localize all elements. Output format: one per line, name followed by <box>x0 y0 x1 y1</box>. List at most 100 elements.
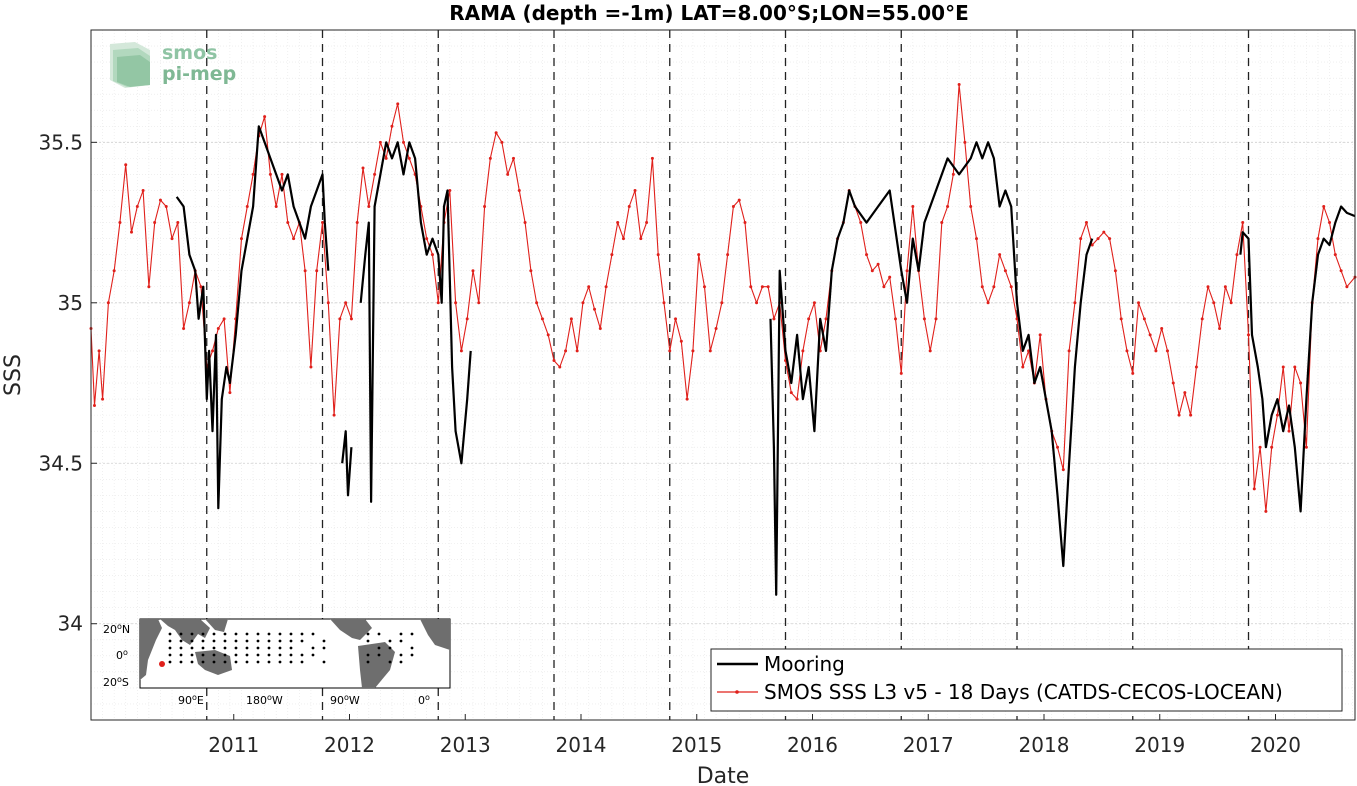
smos-point <box>1090 243 1094 247</box>
smos-point <box>1189 413 1193 417</box>
x-tick-label: 2013 <box>440 733 491 757</box>
smos-point <box>1154 349 1158 353</box>
smos-point <box>1142 317 1146 321</box>
smos-point <box>1287 429 1291 433</box>
smos-point <box>610 253 614 257</box>
mooring-dot <box>190 653 194 657</box>
map-west-africa <box>420 619 450 650</box>
mooring-dot <box>179 646 183 650</box>
smos-point <box>92 403 96 407</box>
mooring-dot <box>212 639 216 643</box>
smos-point <box>483 205 487 209</box>
mooring-line <box>359 141 472 503</box>
mooring-line <box>769 141 1094 596</box>
lat-label-0: 0o <box>116 648 128 662</box>
mooring-dot <box>168 653 172 657</box>
mooring-dot <box>223 632 227 636</box>
mooring-dot <box>300 660 304 664</box>
mooring-dot <box>267 632 271 636</box>
x-tick-label: 2018 <box>1019 733 1070 757</box>
smos-point <box>969 205 973 209</box>
smos-point <box>714 326 718 330</box>
smos-point <box>928 349 932 353</box>
smos-point <box>963 140 967 144</box>
smos-point <box>645 221 649 225</box>
smos-point <box>1061 468 1065 472</box>
smos-pimep-logo: smos pi-mep <box>110 42 236 88</box>
mooring-array-dots <box>168 632 414 664</box>
series-mooring <box>175 125 1356 596</box>
smos-point <box>228 391 232 395</box>
x-tick-label: 2016 <box>787 733 838 757</box>
smos-point <box>1258 445 1262 449</box>
smos-point <box>639 237 643 241</box>
smos-point <box>384 156 388 160</box>
smos-point <box>1333 253 1337 257</box>
mooring-dot <box>223 646 227 650</box>
smos-point <box>957 83 961 87</box>
smos-point <box>905 269 909 273</box>
mooring-dot <box>245 639 249 643</box>
smos-point <box>708 349 712 353</box>
smos-point <box>216 326 220 330</box>
smos-point <box>517 188 521 192</box>
smos-point <box>656 253 660 257</box>
mooring-dot <box>190 646 194 650</box>
mooring-dot <box>278 639 282 643</box>
chart-title: RAMA (depth =-1m) LAT=8.00°S;LON=55.00°E <box>449 1 969 25</box>
smos-point <box>795 397 799 401</box>
smos-point <box>998 253 1002 257</box>
mooring-dot <box>245 653 249 657</box>
smos-point <box>755 301 759 305</box>
smos-point <box>940 221 944 225</box>
smos-point <box>621 237 625 241</box>
mooring-dot <box>168 646 172 650</box>
mooring-dot <box>223 639 227 643</box>
smos-point <box>112 269 116 273</box>
mooring-dot <box>190 632 194 636</box>
lon-label-0: 0o <box>418 693 430 707</box>
smos-point <box>465 317 469 321</box>
y-tick-label: 34.5 <box>38 451 83 475</box>
smos-point <box>986 301 990 305</box>
mooring-dot <box>212 632 216 636</box>
smos-point <box>130 230 134 234</box>
smos-point <box>274 205 278 209</box>
smos-point <box>199 285 203 289</box>
smos-point <box>1131 371 1135 375</box>
y-tick-label: 35.5 <box>38 130 83 154</box>
x-tick-label: 2019 <box>1134 733 1185 757</box>
smos-point <box>425 237 429 241</box>
mooring-dot <box>366 653 370 657</box>
smos-point <box>1160 326 1164 330</box>
smos-point <box>679 339 683 343</box>
smos-point <box>488 156 492 160</box>
smos-point <box>1084 221 1088 225</box>
smos-point <box>1293 365 1297 369</box>
smos-point <box>1183 391 1187 395</box>
smos-point <box>1119 317 1123 321</box>
plot-area <box>91 30 1355 720</box>
smos-point <box>292 237 296 241</box>
smos-point <box>702 285 706 289</box>
y-axis-ticks: 34 34.5 35 35.5 <box>38 130 97 636</box>
smos-point <box>1021 365 1025 369</box>
mooring-dot <box>377 646 381 650</box>
smos-point <box>581 301 585 305</box>
smos-point <box>448 188 452 192</box>
smos-point <box>535 301 539 305</box>
mooring-line <box>341 430 353 497</box>
smos-point <box>946 205 950 209</box>
smos-point <box>176 221 180 225</box>
smos-point <box>598 326 602 330</box>
smos-point <box>1218 326 1222 330</box>
smos-point <box>1073 301 1077 305</box>
mooring-dot <box>399 660 403 664</box>
x-tick-label: 2020 <box>1250 733 1301 757</box>
smos-point <box>263 115 267 119</box>
x-axis-ticks: 2011 2012 2013 2014 2015 2016 2017 2018 2019 2020 <box>208 714 1301 757</box>
smos-point <box>697 253 701 257</box>
smos-point <box>396 102 400 106</box>
mooring-dot <box>289 632 293 636</box>
